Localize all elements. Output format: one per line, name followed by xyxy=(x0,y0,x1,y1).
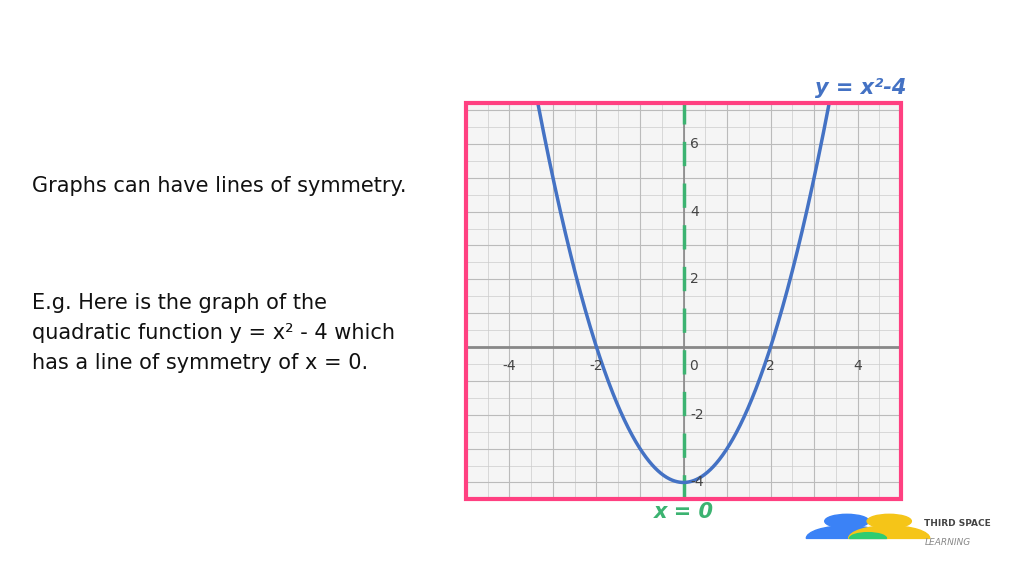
Text: -2: -2 xyxy=(690,408,703,422)
Circle shape xyxy=(824,514,869,528)
Circle shape xyxy=(867,514,911,528)
Text: Lines of symmetry: Lines of symmetry xyxy=(26,24,459,65)
Text: 6: 6 xyxy=(690,137,699,151)
Text: Graphs can have lines of symmetry.: Graphs can have lines of symmetry. xyxy=(33,176,407,196)
Text: 4: 4 xyxy=(853,359,862,373)
Text: 4: 4 xyxy=(690,205,698,219)
Text: y = x²-4: y = x²-4 xyxy=(815,77,906,98)
Wedge shape xyxy=(850,533,887,538)
Text: THIRD SPACE: THIRD SPACE xyxy=(925,519,991,528)
Text: 0: 0 xyxy=(689,359,697,373)
Text: -2: -2 xyxy=(590,359,603,373)
Text: LEARNING: LEARNING xyxy=(925,538,971,547)
Wedge shape xyxy=(849,526,930,538)
Text: 2: 2 xyxy=(766,359,775,373)
Text: x = 0: x = 0 xyxy=(653,502,714,522)
Text: E.g. Here is the graph of the
quadratic function y = x² - 4 which
has a line of : E.g. Here is the graph of the quadratic … xyxy=(33,293,395,374)
Text: -4: -4 xyxy=(503,359,516,373)
Wedge shape xyxy=(806,526,888,538)
Text: 2: 2 xyxy=(690,272,698,286)
Text: -4: -4 xyxy=(690,475,703,490)
